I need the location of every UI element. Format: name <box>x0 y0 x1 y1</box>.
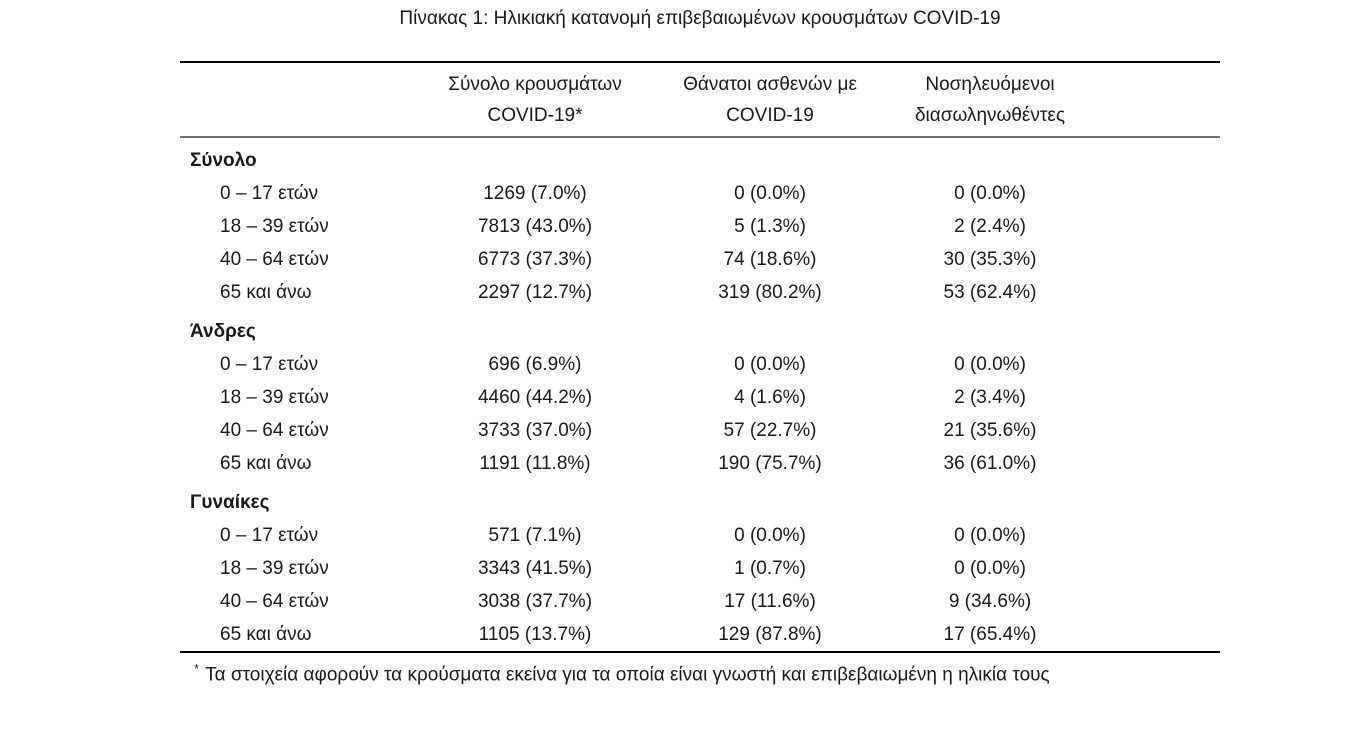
header-empty-cell <box>180 62 420 138</box>
table-row: 40 – 64 ετών 3038 (37.7%) 17 (11.6%) 9 (… <box>180 585 1220 618</box>
table-row: 65 και άνω 1105 (13.7%) 129 (87.8%) 17 (… <box>180 618 1220 652</box>
cases-value: 3733 (37.0%) <box>477 419 593 441</box>
deaths-value: 74 (18.6%) <box>723 248 817 270</box>
table-row: 40 – 64 ετών 6773 (37.3%) 74 (18.6%) 30 … <box>180 243 1220 276</box>
table-footnote: * Τα στοιχεία αφορούν τα κρούσματα εκείνα… <box>180 656 1220 688</box>
deaths-value: 129 (87.8%) <box>718 623 822 645</box>
intubated-value: 2 (3.4%) <box>954 386 1026 408</box>
deaths-value: 190 (75.7%) <box>718 452 822 474</box>
cases-value: 4460 (44.2%) <box>477 386 593 408</box>
age-group-label: 40 – 64 ετών <box>220 248 329 270</box>
deaths-value: 57 (22.7%) <box>723 419 817 441</box>
deaths-value: 0 (0.0%) <box>734 182 806 204</box>
table-title: Πίνακας 1: Ηλικιακή κατανομή επιβεβαιωμέ… <box>399 8 1001 29</box>
table-row: 40 – 64 ετών 3733 (37.0%) 57 (22.7%) 21 … <box>180 414 1220 447</box>
age-group-label: 65 και άνω <box>220 452 312 474</box>
age-group-label: 18 – 39 ετών <box>220 557 329 579</box>
deaths-value: 0 (0.0%) <box>734 524 806 546</box>
deaths-value: 5 (1.3%) <box>734 215 806 237</box>
cases-value: 696 (6.9%) <box>488 353 582 375</box>
section-row-men: Άνδρες <box>180 309 1220 348</box>
header-intubated-line2: διασωληνωθέντες <box>914 104 1066 126</box>
header-deaths-line1: Θάνατοι ασθενών με <box>683 73 857 95</box>
header-total-cases-line1: Σύνολο κρουσμάτων <box>448 73 622 95</box>
age-group-label: 40 – 64 ετών <box>220 590 329 612</box>
cases-value: 7813 (43.0%) <box>477 215 593 237</box>
age-group-label: 0 – 17 ετών <box>220 524 319 546</box>
intubated-value: 0 (0.0%) <box>954 524 1026 546</box>
table-row: 18 – 39 ετών 4460 (44.2%) 4 (1.6%) 2 (3.… <box>180 381 1220 414</box>
table-row: 18 – 39 ετών 3343 (41.5%) 1 (0.7%) 0 (0.… <box>180 552 1220 585</box>
intubated-value: 36 (61.0%) <box>943 452 1037 474</box>
header-total-cases: Σύνολο κρουσμάτων COVID-19* <box>420 62 650 138</box>
deaths-value: 17 (11.6%) <box>724 590 816 612</box>
age-group-label: 40 – 64 ετών <box>220 419 329 441</box>
cases-value: 1105 (13.7%) <box>478 623 592 645</box>
intubated-value: 0 (0.0%) <box>954 557 1026 579</box>
age-group-label: 65 και άνω <box>220 281 312 303</box>
age-group-label: 0 – 17 ετών <box>220 353 319 375</box>
section-label-total: Σύνολο <box>190 149 257 171</box>
cases-value: 2297 (12.7%) <box>477 281 593 303</box>
table-row: 0 – 17 ετών 571 (7.1%) 0 (0.0%) 0 (0.0%) <box>180 519 1220 552</box>
section-label-women: Γυναίκες <box>190 491 270 513</box>
age-group-label: 18 – 39 ετών <box>220 386 329 408</box>
header-intubated: Νοσηλευόμενοι διασωληνωθέντες <box>890 62 1090 138</box>
intubated-value: 0 (0.0%) <box>954 182 1026 204</box>
header-row: Σύνολο κρουσμάτων COVID-19* Θάνατοι ασθε… <box>180 62 1220 138</box>
intubated-value: 9 (34.6%) <box>948 590 1032 612</box>
table-row: 18 – 39 ετών 7813 (43.0%) 5 (1.3%) 2 (2.… <box>180 210 1220 243</box>
intubated-value: 30 (35.3%) <box>943 248 1037 270</box>
cases-value: 1269 (7.0%) <box>483 182 587 204</box>
deaths-value: 1 (0.7%) <box>734 557 806 579</box>
cases-value: 3038 (37.7%) <box>477 590 593 612</box>
intubated-value: 17 (65.4%) <box>943 623 1037 645</box>
covid-age-distribution-table: Σύνολο κρουσμάτων COVID-19* Θάνατοι ασθε… <box>180 61 1220 653</box>
section-row-total: Σύνολο <box>180 137 1220 177</box>
table-row: 0 – 17 ετών 1269 (7.0%) 0 (0.0%) 0 (0.0%… <box>180 177 1220 210</box>
header-total-cases-line2: COVID-19* <box>487 104 583 126</box>
cases-value: 3343 (41.5%) <box>477 557 593 579</box>
table-row: 65 και άνω 1191 (11.8%) 190 (75.7%) 36 (… <box>180 447 1220 480</box>
intubated-value: 2 (2.4%) <box>954 215 1026 237</box>
intubated-value: 21 (35.6%) <box>943 419 1037 441</box>
deaths-value: 0 (0.0%) <box>734 353 806 375</box>
header-spacer-cell <box>1090 62 1220 138</box>
age-group-label: 0 – 17 ετών <box>220 182 319 204</box>
age-group-label: 18 – 39 ετών <box>220 215 329 237</box>
table-row: 0 – 17 ετών 696 (6.9%) 0 (0.0%) 0 (0.0%) <box>180 348 1220 381</box>
section-label-men: Άνδρες <box>190 320 256 342</box>
intubated-value: 53 (62.4%) <box>943 281 1037 303</box>
footnote-asterisk: * <box>194 661 200 676</box>
section-row-women: Γυναίκες <box>180 480 1220 519</box>
intubated-value: 0 (0.0%) <box>954 353 1026 375</box>
header-intubated-line1: Νοσηλευόμενοι <box>925 73 1055 95</box>
deaths-value: 4 (1.6%) <box>734 386 806 408</box>
age-group-label: 65 και άνω <box>220 623 312 645</box>
deaths-value: 319 (80.2%) <box>718 281 822 303</box>
cases-value: 571 (7.1%) <box>488 524 582 546</box>
header-deaths: Θάνατοι ασθενών με COVID-19 <box>650 62 890 138</box>
document-page: Πίνακας 1: Ηλικιακή κατανομή επιβεβαιωμέ… <box>180 0 1220 688</box>
cases-value: 6773 (37.3%) <box>477 248 593 270</box>
footnote-text: Τα στοιχεία αφορούν τα κρούσματα εκείνα … <box>205 664 1050 686</box>
cases-value: 1191 (11.8%) <box>479 452 591 474</box>
table-row: 65 και άνω 2297 (12.7%) 319 (80.2%) 53 (… <box>180 276 1220 309</box>
header-deaths-line2: COVID-19 <box>726 104 814 126</box>
